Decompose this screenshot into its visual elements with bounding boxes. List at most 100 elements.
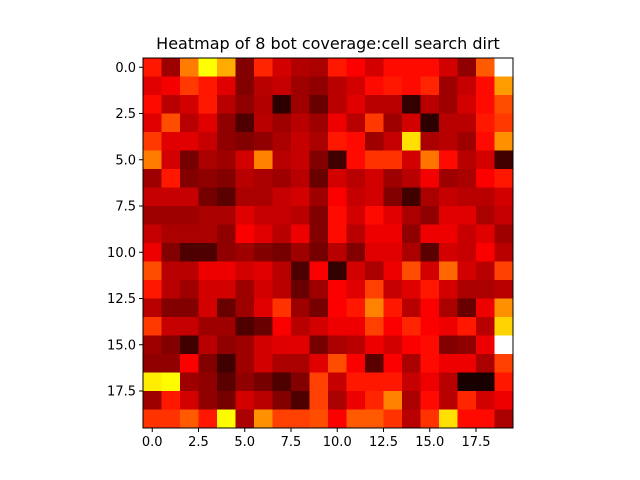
- heatmap-cell: [254, 169, 273, 188]
- heatmap-cell: [346, 243, 366, 262]
- heatmap-cell: [180, 298, 199, 318]
- heatmap-cell: [143, 280, 162, 299]
- heatmap-cell: [161, 206, 181, 225]
- heatmap-cell: [161, 280, 181, 299]
- heatmap-cell: [383, 243, 403, 262]
- heatmap-cell: [328, 335, 347, 355]
- heatmap-cell: [439, 206, 458, 225]
- heatmap-cell: [476, 76, 495, 96]
- heatmap-cell: [309, 187, 329, 207]
- heatmap-cell: [457, 261, 477, 281]
- heatmap-cell: [365, 169, 384, 188]
- heatmap-cell: [272, 206, 292, 225]
- x-tick-label: 10.0: [323, 435, 352, 450]
- heatmap-cell: [309, 76, 329, 96]
- heatmap-cell: [383, 132, 403, 151]
- heatmap-cell: [457, 150, 477, 170]
- heatmap-cell: [143, 391, 162, 410]
- heatmap-cell: [272, 280, 292, 299]
- heatmap-cell: [309, 95, 329, 114]
- heatmap-cell: [161, 187, 181, 207]
- heatmap-cell: [254, 132, 273, 151]
- heatmap-cell: [217, 113, 236, 133]
- heatmap-cell: [309, 113, 329, 133]
- heatmap-cell: [217, 261, 236, 281]
- heatmap-cell: [272, 354, 292, 373]
- heatmap-cell: [328, 187, 347, 207]
- heatmap-cell: [328, 113, 347, 133]
- heatmap-cell: [383, 224, 403, 244]
- heatmap-cell: [217, 132, 236, 151]
- heatmap-cell: [439, 280, 458, 299]
- heatmap-cell: [420, 113, 440, 133]
- heatmap-cell: [198, 280, 218, 299]
- heatmap-cell: [402, 150, 421, 170]
- heatmap-cell: [291, 298, 310, 318]
- y-tick-label: 7.5: [115, 200, 136, 215]
- heatmap-cell: [254, 354, 273, 373]
- heatmap-cell: [180, 317, 199, 336]
- x-tick-label: 2.5: [188, 435, 209, 450]
- heatmap-cell: [420, 169, 440, 188]
- heatmap-cell: [180, 372, 199, 392]
- heatmap-cell: [476, 95, 495, 114]
- heatmap-cell: [217, 372, 236, 392]
- heatmap-cell: [217, 317, 236, 336]
- y-tick-label: 0.0: [115, 61, 136, 76]
- heatmap-cell: [161, 391, 181, 410]
- heatmap-cell: [309, 317, 329, 336]
- heatmap-cell: [180, 187, 199, 207]
- heatmap-cell: [143, 76, 162, 96]
- heatmap-cell: [494, 224, 514, 244]
- heatmap-cell: [309, 280, 329, 299]
- heatmap-cell: [346, 58, 366, 77]
- heatmap-cell: [383, 409, 403, 429]
- heatmap-cell: [272, 113, 292, 133]
- y-axis: 0.0 2.5 5.0 7.5 10.0 12.5 15.0 17.5: [107, 61, 143, 400]
- heatmap-cell: [180, 409, 199, 429]
- heatmap-cell: [383, 169, 403, 188]
- heatmap-cell: [198, 169, 218, 188]
- heatmap-cell: [309, 335, 329, 355]
- heatmap-cell: [235, 113, 255, 133]
- heatmap-cell: [494, 95, 514, 114]
- heatmap-cell: [143, 298, 162, 318]
- heatmap-cell: [346, 95, 366, 114]
- heatmap-cell: [143, 95, 162, 114]
- heatmap-cell: [494, 298, 514, 318]
- heatmap-cell: [235, 169, 255, 188]
- heatmap-cell: [198, 335, 218, 355]
- heatmap-cell: [143, 132, 162, 151]
- heatmap-cell: [272, 58, 292, 77]
- heatmap-cell: [254, 280, 273, 299]
- heatmap-cell: [235, 58, 255, 77]
- heatmap-cell: [291, 58, 310, 77]
- heatmap-cell: [291, 169, 310, 188]
- heatmap-cell: [180, 132, 199, 151]
- x-tick-label: 7.5: [281, 435, 302, 450]
- heatmap-cell: [383, 261, 403, 281]
- heatmap-cell: [494, 280, 514, 299]
- heatmap-cell: [161, 224, 181, 244]
- heatmap-cell: [143, 113, 162, 133]
- x-tick-label: 5.0: [234, 435, 255, 450]
- heatmap-cell: [402, 354, 421, 373]
- heatmap-cell: [439, 409, 458, 429]
- heatmap-cell: [365, 317, 384, 336]
- heatmap-cell: [457, 243, 477, 262]
- heatmap-cell: [272, 76, 292, 96]
- heatmap-cell: [365, 76, 384, 96]
- heatmap-cell: [457, 187, 477, 207]
- heatmap-cell: [420, 76, 440, 96]
- heatmap-cell: [309, 354, 329, 373]
- heatmap-cell: [161, 261, 181, 281]
- heatmap-cell: [346, 335, 366, 355]
- heatmap-cell: [365, 95, 384, 114]
- heatmap-cell: [346, 206, 366, 225]
- heatmap-cell: [365, 409, 384, 429]
- heatmap-cell: [309, 243, 329, 262]
- heatmap-cell: [439, 372, 458, 392]
- chart-title: Heatmap of 8 bot coverage:cell search di…: [156, 34, 500, 53]
- heatmap-cell: [476, 372, 495, 392]
